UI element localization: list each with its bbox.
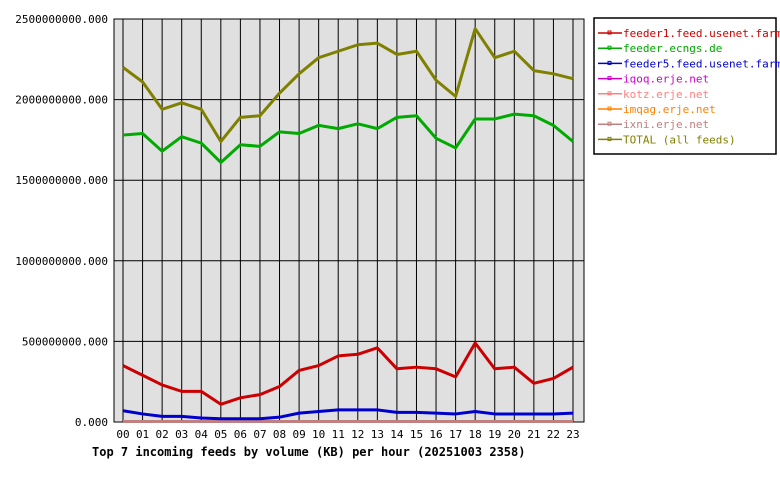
x-tick-label: 16 bbox=[429, 428, 442, 441]
x-tick-label: 11 bbox=[332, 428, 345, 441]
x-tick-label: 22 bbox=[547, 428, 560, 441]
y-tick-label: 0.000 bbox=[75, 416, 108, 429]
legend-marker bbox=[607, 121, 612, 126]
legend-marker bbox=[607, 136, 612, 141]
y-tick-label: 2000000000.000 bbox=[15, 94, 108, 107]
x-tick-label: 06 bbox=[234, 428, 247, 441]
legend-box bbox=[593, 17, 777, 155]
x-tick-label: 02 bbox=[156, 428, 169, 441]
y-tick-label: 2500000000.000 bbox=[15, 13, 108, 26]
x-tick-label: 19 bbox=[488, 428, 501, 441]
series-line-feeder5-feed-usenet-farm bbox=[122, 408, 574, 421]
x-tick-label: 14 bbox=[390, 428, 404, 441]
x-tick-label: 05 bbox=[214, 428, 227, 441]
y-tick-label: 1000000000.000 bbox=[15, 255, 108, 268]
x-tick-label: 10 bbox=[312, 428, 325, 441]
x-tick-label: 07 bbox=[253, 428, 266, 441]
legend-marker bbox=[607, 60, 612, 65]
legend-label: feeder1.feed.usenet.farm bbox=[623, 27, 780, 40]
legend-marker bbox=[607, 30, 612, 35]
y-axis: 0.000 500000000.000 1000000000.000 15000000… bbox=[15, 13, 108, 429]
y-tick-label: 500000000.000 bbox=[22, 335, 108, 348]
series-lines bbox=[122, 27, 574, 424]
chart-title: Top 7 incoming feeds by volume (KB) per … bbox=[92, 445, 525, 459]
x-tick-label: 17 bbox=[449, 428, 462, 441]
x-tick-label: 18 bbox=[469, 428, 482, 441]
x-tick-label: 15 bbox=[410, 428, 423, 441]
legend-marker bbox=[607, 106, 612, 111]
plot-area bbox=[113, 18, 585, 423]
x-tick-label: 20 bbox=[508, 428, 521, 441]
x-tick-label: 13 bbox=[371, 428, 384, 441]
legend-label: iqoq.erje.net bbox=[623, 73, 709, 86]
y-tick-label: 1500000000.000 bbox=[15, 174, 108, 187]
legend-label: imqag.erje.net bbox=[623, 103, 716, 116]
x-tick-label: 04 bbox=[195, 428, 209, 441]
grid bbox=[114, 18, 584, 423]
x-tick-label: 03 bbox=[175, 428, 188, 441]
series-line-total-all-feeds- bbox=[122, 27, 574, 144]
legend-label: feeder.ecngs.de bbox=[623, 42, 722, 55]
x-tick-label: 09 bbox=[292, 428, 305, 441]
x-tick-label: 23 bbox=[566, 428, 579, 441]
series-line-feeder-ecngs-de bbox=[122, 112, 574, 164]
legend-marker bbox=[607, 45, 612, 50]
legend-label: ixni.erje.net bbox=[623, 118, 709, 131]
x-tick-label: 00 bbox=[116, 428, 129, 441]
legend-marker bbox=[607, 91, 612, 96]
x-tick-label: 01 bbox=[136, 428, 149, 441]
legend-label: TOTAL (all feeds) bbox=[623, 133, 736, 146]
legend-label: kotz.erje.net bbox=[623, 88, 709, 101]
legend: feeder1.feed.usenet.farm feeder.ecngs.de f… bbox=[593, 17, 780, 155]
x-tick-label: 08 bbox=[273, 428, 286, 441]
series-line-feeder1-feed-usenet-farm bbox=[122, 341, 574, 406]
x-tick-label: 21 bbox=[527, 428, 540, 441]
x-axis: 00 01 02 03 04 05 06 07 08 09 10 11 12 13 14 15 16 17 18 19… bbox=[116, 428, 579, 441]
legend-label: feeder5.feed.usenet.farm bbox=[623, 57, 780, 70]
x-tick-label: 12 bbox=[351, 428, 364, 441]
legend-marker bbox=[607, 76, 612, 81]
